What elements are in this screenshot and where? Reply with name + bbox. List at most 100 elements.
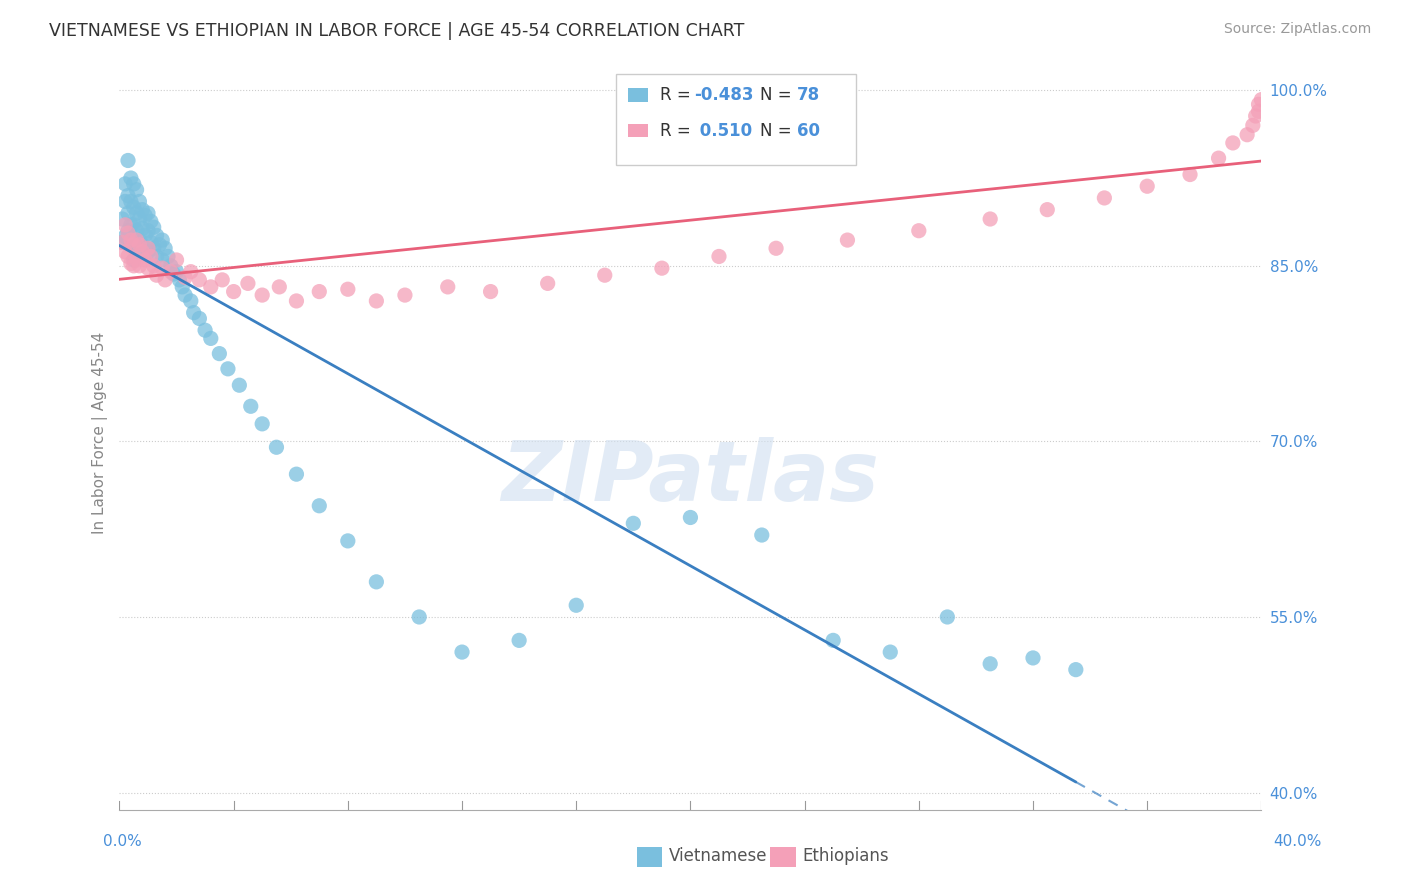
Point (200, 280, 222, 294)
Point (1064, 663, 1087, 677)
Point (134, 209, 156, 223)
Text: Ethiopians: Ethiopians (803, 847, 890, 865)
Point (228, 378, 250, 392)
Point (156, 250, 179, 264)
Point (139, 235, 162, 250)
Point (120, 218, 142, 232)
Point (148, 237, 170, 252)
Point (114, 229, 136, 244)
Point (125, 183, 148, 197)
Point (1136, 179, 1159, 194)
Point (174, 270, 197, 285)
Point (125, 224, 148, 238)
Point (120, 256, 142, 270)
Point (336, 282, 359, 296)
Point (751, 528, 773, 542)
Text: N =: N = (761, 87, 797, 104)
Point (134, 228, 156, 243)
Text: 60: 60 (797, 121, 820, 140)
Point (139, 214, 162, 228)
Point (194, 323, 217, 337)
Point (122, 218, 145, 232)
Point (217, 361, 239, 376)
Point (366, 293, 388, 308)
Point (936, 610, 959, 624)
Point (1241, 119, 1264, 133)
Point (122, 177, 145, 191)
Point (114, 177, 136, 191)
Point (122, 200, 145, 214)
Text: -0.483: -0.483 (693, 87, 754, 104)
Point (1247, 97, 1270, 112)
Point (180, 265, 202, 279)
Point (1022, 651, 1045, 665)
Point (269, 280, 291, 294)
Point (153, 273, 176, 287)
Point (125, 233, 148, 247)
Point (169, 273, 191, 287)
Point (679, 510, 702, 524)
Point (131, 221, 153, 235)
Point (285, 467, 308, 482)
Point (117, 188, 139, 202)
Text: R =: R = (659, 87, 696, 104)
Point (979, 212, 1001, 227)
Point (765, 241, 787, 255)
Point (111, 212, 134, 227)
Point (239, 399, 262, 413)
Point (153, 241, 176, 255)
Point (537, 277, 560, 291)
Point (1236, 128, 1258, 142)
Point (200, 331, 222, 345)
Point (907, 224, 929, 238)
Point (166, 252, 188, 267)
Point (879, 645, 901, 659)
Point (128, 194, 150, 209)
Text: 0.510: 0.510 (693, 121, 752, 140)
Point (122, 235, 145, 250)
Point (136, 244, 159, 259)
Point (114, 244, 136, 259)
Point (336, 533, 359, 548)
Point (145, 228, 167, 243)
Point (183, 305, 205, 319)
Point (285, 293, 308, 308)
Point (136, 224, 159, 238)
Point (823, 633, 845, 648)
Point (266, 440, 288, 454)
Point (222, 285, 245, 299)
Point (408, 610, 430, 624)
Point (142, 220, 165, 235)
Point (120, 233, 142, 247)
Point (111, 235, 134, 250)
Point (1178, 168, 1201, 182)
Point (131, 244, 153, 259)
Point (136, 206, 159, 220)
Point (1092, 191, 1115, 205)
Point (1036, 202, 1059, 217)
Point (1208, 151, 1230, 165)
Point (136, 241, 159, 255)
Point (837, 233, 859, 247)
Y-axis label: In Labor Force | Age 45-54: In Labor Force | Age 45-54 (93, 332, 108, 533)
Point (145, 250, 167, 264)
Point (145, 268, 167, 283)
Point (1222, 136, 1244, 150)
Point (128, 212, 150, 227)
Point (114, 218, 136, 232)
Point (651, 261, 673, 276)
Text: 0.0%: 0.0% (103, 834, 142, 849)
Point (366, 574, 388, 589)
Text: N =: N = (761, 121, 797, 140)
Point (122, 237, 145, 252)
Point (174, 288, 197, 302)
Text: Vietnamese: Vietnamese (669, 847, 768, 865)
FancyBboxPatch shape (627, 124, 648, 137)
Point (250, 288, 273, 302)
Point (621, 516, 644, 531)
Point (394, 288, 416, 302)
Text: ZIPatlas: ZIPatlas (502, 437, 879, 518)
Point (142, 259, 165, 273)
Point (308, 499, 330, 513)
Point (565, 599, 588, 613)
